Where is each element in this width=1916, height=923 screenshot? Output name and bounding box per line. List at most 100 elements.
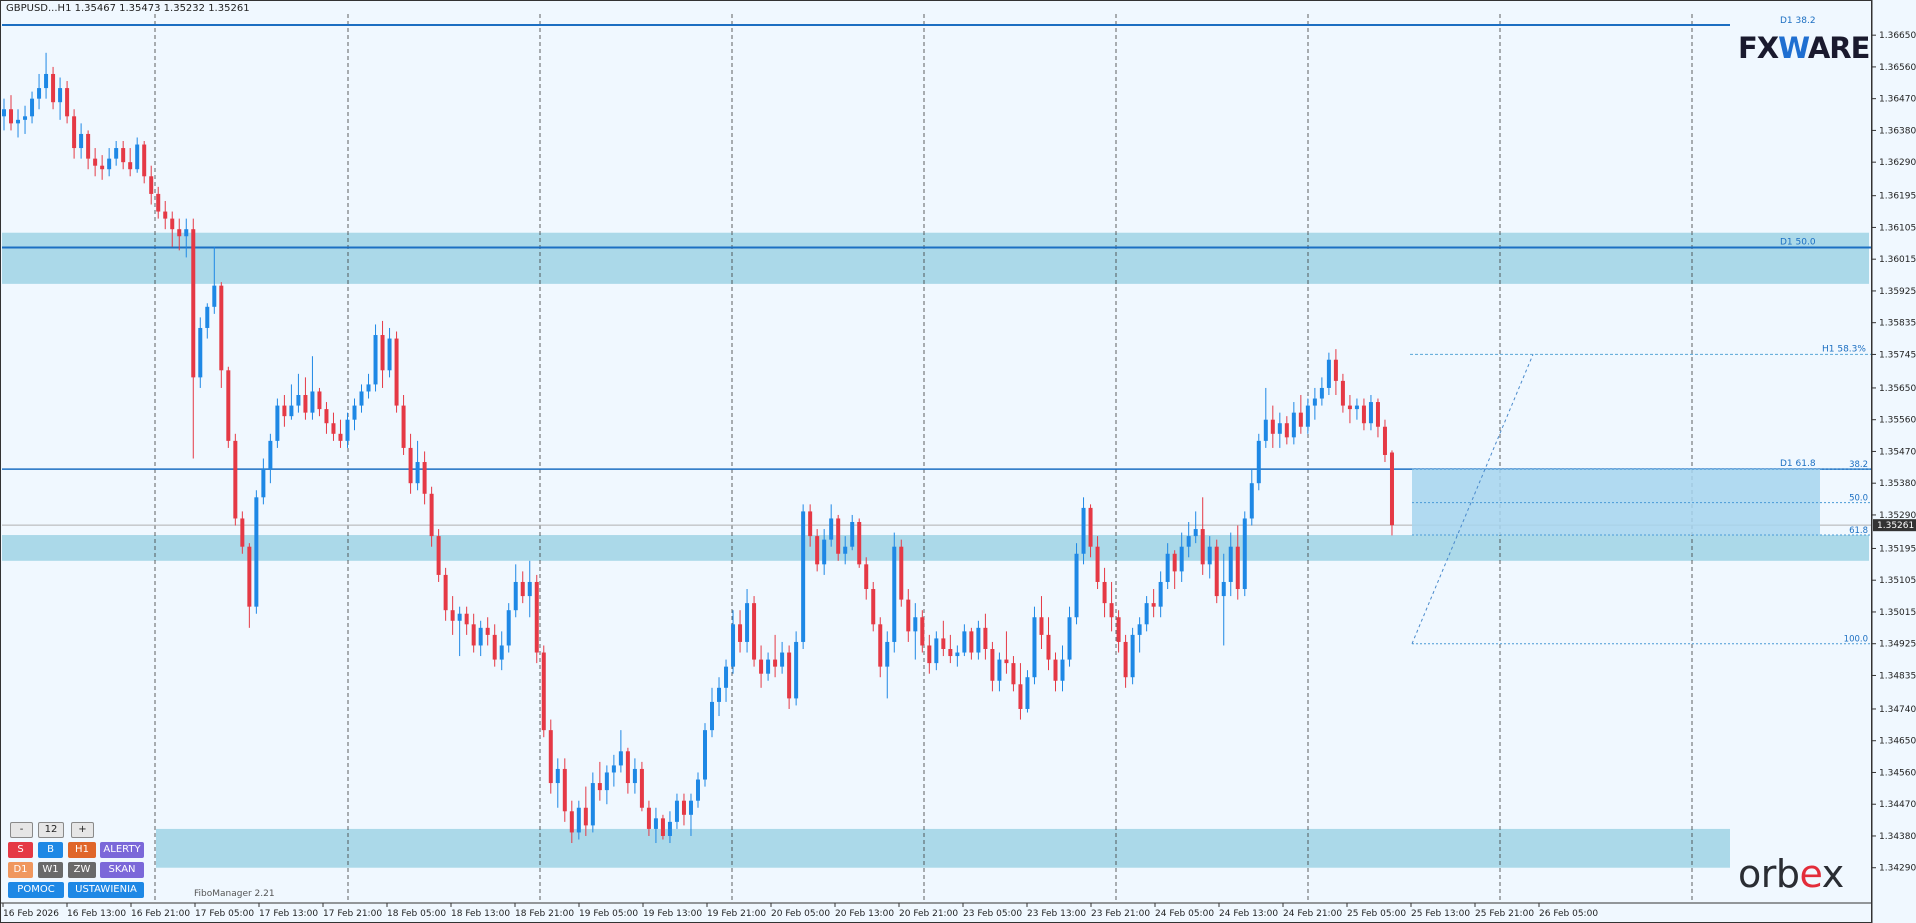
candle-body: [1186, 536, 1191, 547]
sell-button[interactable]: S: [8, 842, 33, 858]
candle-body: [1291, 412, 1296, 438]
candle-body: [674, 800, 679, 822]
candle-body: [899, 546, 904, 600]
candle-body: [1207, 546, 1212, 565]
period-decrease-button[interactable]: -: [10, 822, 33, 838]
candle-body: [738, 624, 743, 642]
candle-body: [927, 645, 932, 664]
candle-body: [710, 701, 715, 731]
time-label: 17 Feb 13:00: [259, 909, 318, 919]
candles: [2, 52, 1394, 844]
candle-body: [366, 384, 371, 392]
price-label: 1.35650: [1879, 384, 1916, 394]
candle-body: [983, 627, 988, 649]
candle-body: [100, 165, 105, 170]
candle-body: [429, 493, 434, 537]
help-button[interactable]: POMOC: [8, 882, 64, 898]
candle-body: [1249, 483, 1254, 519]
candle-body: [583, 807, 588, 826]
candle-body: [576, 807, 581, 833]
time-label: 24 Feb 21:00: [1283, 909, 1342, 919]
candle-body: [695, 779, 700, 801]
price-axis: 1.36650 1.36560 1.36470 1.36380 1.36290 1.361…: [1871, 0, 1916, 923]
zw-button[interactable]: ZW: [68, 862, 96, 878]
candle-body: [408, 447, 413, 484]
settings-button[interactable]: USTAWIENIA: [68, 882, 144, 898]
candle-body: [787, 652, 792, 699]
candle-body: [843, 546, 848, 554]
candle-body: [653, 818, 658, 829]
price-label: 1.36380: [1879, 126, 1916, 136]
candle-body: [1130, 634, 1135, 678]
candle-body: [534, 581, 539, 653]
time-label: 18 Feb 21:00: [515, 909, 574, 919]
period-increase-button[interactable]: +: [71, 822, 94, 838]
candle-body: [156, 193, 161, 212]
candle-body: [632, 768, 637, 784]
price-label: 1.36470: [1879, 95, 1916, 105]
candle-body: [569, 811, 574, 833]
time-label: 20 Feb 13:00: [835, 909, 894, 919]
candle-body: [1060, 659, 1065, 681]
candle-body: [275, 405, 280, 441]
candle-body: [836, 518, 841, 554]
candle-body: [625, 751, 630, 784]
candle-body: [233, 440, 238, 519]
candle-body: [1375, 402, 1380, 427]
candle-body: [864, 564, 869, 590]
time-label: 20 Feb 05:00: [771, 909, 830, 919]
fib-label: 100.0: [1844, 635, 1868, 645]
scan-button[interactable]: SKAN: [100, 862, 144, 878]
timeframe-d1-button[interactable]: D1: [8, 862, 33, 878]
price-label: 1.35380: [1879, 479, 1916, 489]
candle-body: [352, 405, 357, 420]
candle-body: [359, 391, 364, 406]
time-axis: 16 Feb 2026 16 Feb 13:00 16 Feb 21:00 17 Fe…: [0, 902, 1871, 919]
candle-body: [646, 807, 651, 829]
candle-body: [1228, 546, 1233, 582]
candle-body: [1235, 546, 1240, 590]
candle-body: [920, 617, 925, 646]
candle-body: [667, 821, 672, 836]
candle-body: [1032, 617, 1037, 678]
candle-body: [1284, 423, 1289, 438]
candle-body: [163, 211, 168, 219]
candle-body: [822, 539, 827, 565]
level-label: D1 38.2: [1780, 16, 1816, 26]
candle-body: [1256, 440, 1261, 484]
zone-band: [156, 828, 1730, 868]
candle-body: [681, 800, 686, 815]
candle-body: [1074, 553, 1079, 618]
candle-body: [1382, 426, 1387, 455]
zone-band: [2, 535, 1869, 561]
timeframe-h1-button[interactable]: H1: [68, 842, 96, 858]
candle-body: [1214, 546, 1219, 597]
candle-body: [261, 469, 266, 498]
candle-body: [30, 98, 35, 117]
price-label: 1.35745: [1879, 350, 1916, 360]
candle-body: [878, 624, 883, 667]
alerts-button[interactable]: ALERTY: [100, 842, 144, 858]
price-label: 1.34740: [1879, 705, 1916, 715]
candle-body: [752, 603, 757, 660]
candle-body: [829, 518, 834, 540]
price-label: 1.34925: [1879, 640, 1916, 650]
candle-body: [962, 631, 967, 653]
candle-body: [1263, 419, 1268, 441]
level-label: D1 50.0: [1780, 238, 1816, 248]
time-label: 24 Feb 13:00: [1219, 909, 1278, 919]
buy-button[interactable]: B: [38, 842, 63, 858]
timeframe-w1-button[interactable]: W1: [38, 862, 63, 878]
fib-trend-line: [1411, 354, 1534, 644]
candle-body: [857, 522, 862, 565]
candle-body: [415, 462, 420, 484]
price-label: 1.36195: [1879, 192, 1916, 202]
candle-body: [1144, 603, 1149, 625]
period-value[interactable]: 12: [38, 822, 64, 838]
candle-body: [773, 659, 778, 667]
time-label: 23 Feb 05:00: [963, 909, 1022, 919]
candle-body: [93, 158, 98, 166]
candle-body: [240, 518, 245, 547]
